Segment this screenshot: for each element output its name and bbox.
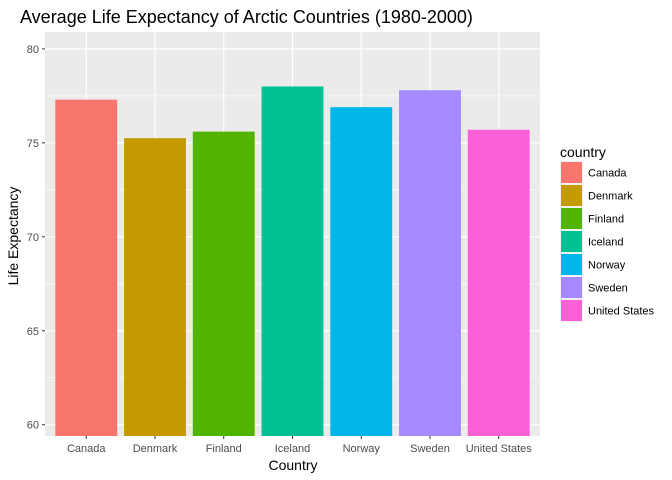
x-tick-label: Canada bbox=[67, 443, 106, 455]
bar-sweden bbox=[399, 90, 461, 436]
legend-key-swatch bbox=[561, 231, 582, 252]
legend-key-swatch bbox=[561, 208, 582, 229]
legend-label: Norway bbox=[588, 260, 626, 272]
legend-key-swatch bbox=[561, 185, 582, 206]
bar-canada bbox=[55, 99, 118, 436]
legend-key-swatch bbox=[561, 300, 582, 321]
legend-title: country bbox=[560, 144, 606, 160]
bar-iceland bbox=[261, 86, 324, 436]
bar-united-states bbox=[467, 129, 530, 437]
chart-title: Average Life Expectancy of Arctic Countr… bbox=[20, 7, 473, 27]
y-tick-label: 60 bbox=[27, 420, 39, 432]
y-tick-label: 75 bbox=[27, 138, 39, 150]
bar-norway bbox=[330, 107, 393, 437]
legend: country Canada Denmark Finland Iceland Norwa… bbox=[560, 144, 655, 322]
legend-key-swatch bbox=[561, 254, 582, 275]
x-axis: Canada Denmark Finland Iceland Norway Sweden U… bbox=[67, 436, 532, 455]
x-tick-label: Norway bbox=[343, 443, 381, 455]
legend-label: Sweden bbox=[588, 283, 628, 295]
x-tick-label: Sweden bbox=[410, 443, 450, 455]
x-tick-label: Iceland bbox=[275, 443, 310, 455]
y-tick-label: 70 bbox=[27, 232, 39, 244]
x-tick-label: Finland bbox=[206, 443, 242, 455]
bars bbox=[55, 86, 530, 437]
legend-key-swatch bbox=[561, 162, 582, 183]
x-tick-label: United States bbox=[466, 443, 533, 455]
x-tick-label: Denmark bbox=[133, 443, 178, 455]
x-axis-title: Country bbox=[268, 457, 317, 473]
legend-label: Finland bbox=[588, 214, 624, 226]
legend-label: United States bbox=[588, 306, 655, 318]
y-tick-label: 65 bbox=[27, 326, 39, 338]
legend-label: Denmark bbox=[588, 191, 633, 203]
legend-label: Canada bbox=[588, 168, 627, 180]
bar-finland bbox=[192, 131, 255, 436]
bar-denmark bbox=[124, 138, 186, 437]
y-axis: 60 65 70 75 80 bbox=[27, 44, 45, 432]
y-axis-title: Life Expectancy bbox=[5, 187, 21, 286]
legend-key-swatch bbox=[561, 277, 582, 298]
y-tick-label: 80 bbox=[27, 44, 39, 56]
legend-label: Iceland bbox=[588, 237, 623, 249]
